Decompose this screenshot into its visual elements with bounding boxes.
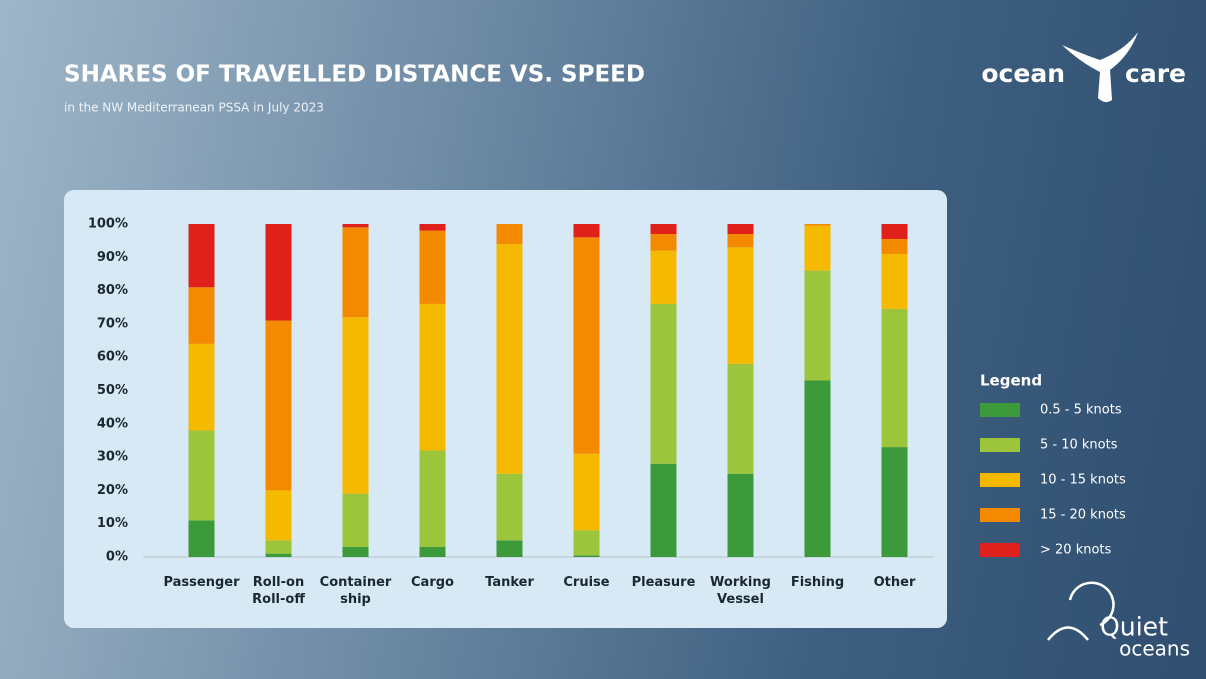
bar-segment — [188, 430, 215, 521]
y-tick-label: 90% — [97, 250, 128, 265]
bar-segment — [496, 224, 523, 244]
bar-segment — [650, 463, 677, 557]
legend-label: 0.5 - 5 knots — [1040, 403, 1122, 418]
x-tick-label: Cargo — [411, 575, 454, 590]
bar-segment — [881, 447, 908, 557]
y-tick-label: 10% — [97, 516, 128, 531]
bar-segment — [881, 238, 908, 254]
bar-segment — [265, 224, 292, 321]
brand-text: ocean — [981, 59, 1065, 88]
y-tick-label: 50% — [97, 383, 128, 398]
bar-segment — [419, 547, 446, 557]
y-tick-label: 20% — [97, 483, 128, 498]
bar-segment — [804, 225, 831, 271]
y-tick-label: 40% — [97, 416, 128, 431]
x-tick-label: Cruise — [563, 575, 610, 590]
bar-segment — [881, 308, 908, 448]
bar-segment — [573, 453, 600, 531]
bar-segment — [881, 224, 908, 239]
bar-segment — [727, 247, 754, 364]
y-tick-label: 70% — [97, 316, 128, 331]
bar-segment — [573, 555, 600, 557]
bar-segment — [650, 303, 677, 464]
bar-segment — [342, 493, 369, 548]
legend-title: Legend — [980, 372, 1042, 390]
bar-segment — [804, 224, 831, 226]
bar-segment — [573, 224, 600, 238]
bar-segment — [342, 547, 369, 557]
bar-segment — [727, 224, 754, 234]
brand-text: care — [1125, 59, 1186, 88]
legend-swatch — [980, 403, 1020, 417]
x-tick-label: Container ship — [319, 575, 392, 607]
y-tick-label: 80% — [97, 283, 128, 298]
legend-label: 15 - 20 knots — [1040, 508, 1126, 523]
bar-segment — [419, 230, 446, 304]
bar-segment — [496, 243, 523, 474]
x-tick-label: Roll-on Roll-off — [252, 575, 305, 607]
bar-segment — [188, 224, 215, 288]
x-tick-label: Other — [873, 575, 916, 590]
bar-segment — [804, 380, 831, 557]
bar-segment — [727, 233, 754, 248]
y-tick-label: 30% — [97, 450, 128, 465]
bar-segment — [265, 320, 292, 491]
bar-segment — [342, 317, 369, 494]
bar-segment — [650, 250, 677, 304]
bar-segment — [804, 270, 831, 381]
bar-segment — [496, 540, 523, 557]
legend-swatch — [980, 473, 1020, 487]
bar-segment — [265, 540, 292, 554]
x-tick-label: Pleasure — [631, 575, 696, 590]
bar-segment — [650, 233, 677, 251]
bar-segment — [419, 303, 446, 451]
legend-swatch — [980, 543, 1020, 557]
x-tick-label: Passenger — [163, 575, 240, 590]
brand-logo — [1062, 32, 1138, 103]
bar-segment — [342, 227, 369, 318]
legend-swatch — [980, 508, 1020, 522]
y-tick-label: 0% — [106, 550, 128, 565]
bar-segment — [188, 520, 215, 557]
bar-segment — [727, 473, 754, 557]
bar-segment — [188, 287, 215, 344]
bar-segment — [265, 553, 292, 557]
legend-label: > 20 knots — [1040, 543, 1112, 558]
legend-swatch — [980, 438, 1020, 452]
legend-label: 5 - 10 knots — [1040, 438, 1118, 453]
bar-segment — [265, 490, 292, 541]
legend-label: 10 - 15 knots — [1040, 473, 1126, 488]
bar-segment — [573, 530, 600, 556]
bar-segment — [419, 450, 446, 548]
bar-segment — [496, 473, 523, 541]
bar-segment — [188, 343, 215, 431]
bar-segment — [881, 253, 908, 309]
chart-title: SHARES OF TRAVELLED DISTANCE VS. SPEED — [64, 62, 645, 88]
x-tick-label: Working Vessel — [710, 575, 771, 607]
bar-segment — [419, 224, 446, 231]
y-tick-label: 60% — [97, 350, 128, 365]
brand-logo — [1047, 581, 1115, 641]
brand-text: Quiet — [1100, 613, 1168, 643]
bar-segment — [573, 237, 600, 454]
x-tick-label: Fishing — [790, 575, 845, 590]
y-tick-label: 100% — [88, 217, 128, 232]
brand-text: oceans — [1119, 637, 1190, 661]
bar-segment — [650, 224, 677, 234]
bar-segment — [727, 363, 754, 474]
x-tick-label: Tanker — [485, 575, 534, 590]
bar-segment — [342, 224, 369, 228]
chart-subtitle: in the NW Mediterranean PSSA in July 202… — [64, 101, 324, 115]
